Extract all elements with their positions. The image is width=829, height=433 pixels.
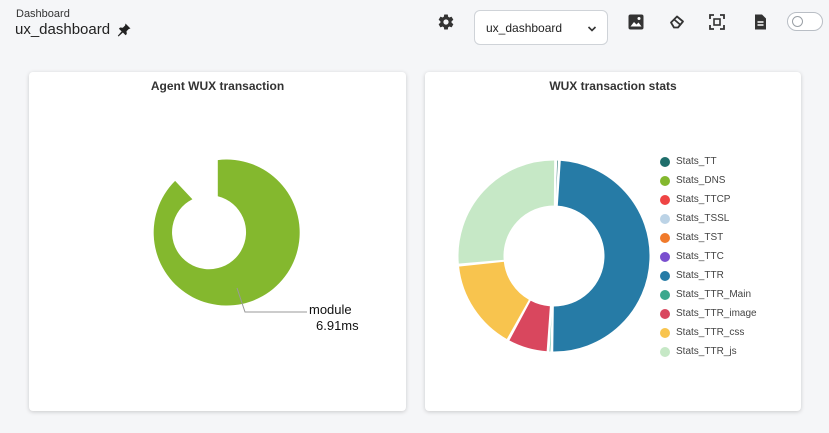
- legend-label: Stats_DNS: [676, 175, 726, 186]
- legend-label: Stats_TSSL: [676, 213, 730, 224]
- chevron-down-icon: [587, 23, 597, 33]
- legend-item-stats-tssl[interactable]: Stats_TSSL: [660, 209, 757, 228]
- donut-slice-stats-ttr-main[interactable]: [548, 305, 553, 353]
- legend-item-stats-ttcp[interactable]: Stats_TTCP: [660, 190, 757, 209]
- legend-swatch: [660, 327, 670, 338]
- legend-label: Stats_TTR_js: [676, 346, 737, 357]
- chart-legend: Stats_TT Stats_DNS Stats_TTCP Stats_TSSL Sta…: [660, 152, 757, 361]
- slice-label-name: module: [309, 302, 352, 317]
- panel-title: WUX transaction stats: [549, 79, 677, 93]
- agent-wux-donut-chart: module 6.91ms: [153, 159, 359, 333]
- panel-title: Agent WUX transaction: [150, 79, 285, 93]
- pin-icon[interactable]: [116, 22, 132, 38]
- page-title: ux_dashboard: [15, 21, 111, 38]
- label-leader-line: [236, 287, 307, 313]
- toggle-switch[interactable]: [787, 12, 823, 31]
- slice-label-value: 6.91ms: [316, 318, 359, 333]
- panel-wux-transaction-stats: WUX transaction stats Stats_TT Stats_DNS S…: [425, 72, 801, 411]
- donut-slice-module[interactable]: [153, 159, 300, 306]
- legend-item-stats-ttr-css[interactable]: Stats_TTR_css: [660, 323, 757, 342]
- wux-stats-donut-chart: [457, 159, 651, 353]
- eraser-icon[interactable]: [667, 12, 687, 32]
- legend-swatch: [660, 194, 670, 205]
- legend-swatch: [660, 251, 670, 262]
- toggle-knob: [792, 16, 803, 27]
- dashboard-header: Dashboard ux_dashboard ux_dashboard: [0, 0, 829, 52]
- image-icon[interactable]: [626, 12, 646, 32]
- legend-swatch: [660, 289, 670, 300]
- legend-item-stats-tt[interactable]: Stats_TT: [660, 152, 757, 171]
- donut-slice-stats-ttr[interactable]: [552, 159, 651, 353]
- legend-swatch: [660, 346, 670, 357]
- legend-item-stats-ttr-js[interactable]: Stats_TTR_js: [660, 342, 757, 361]
- legend-item-stats-ttc[interactable]: Stats_TTC: [660, 247, 757, 266]
- fullscreen-icon[interactable]: [707, 12, 727, 32]
- legend-label: Stats_TTR_css: [676, 327, 745, 338]
- donut-slice-stats-ttr-image[interactable]: [508, 299, 551, 353]
- donut-slice-stats-ttr-css[interactable]: [457, 260, 531, 341]
- legend-swatch: [660, 232, 670, 243]
- legend-label: Stats_TT: [676, 156, 717, 167]
- legend-swatch: [660, 175, 670, 186]
- legend-label: Stats_TTR_image: [676, 308, 757, 319]
- breadcrumb[interactable]: Dashboard: [16, 8, 70, 20]
- dashboard-select-value: ux_dashboard: [486, 20, 563, 35]
- donut-slice-stats-ttr-js[interactable]: [457, 159, 556, 265]
- legend-item-stats-tst[interactable]: Stats_TST: [660, 228, 757, 247]
- legend-swatch: [660, 308, 670, 319]
- title-row: ux_dashboard: [15, 21, 132, 38]
- legend-label: Stats_TTC: [676, 251, 724, 262]
- donut-slice-stats-tt[interactable]: [554, 159, 559, 207]
- legend-item-stats-ttr-main[interactable]: Stats_TTR_Main: [660, 285, 757, 304]
- legend-label: Stats_TTR: [676, 270, 724, 281]
- legend-item-stats-dns[interactable]: Stats_DNS: [660, 171, 757, 190]
- legend-swatch: [660, 213, 670, 224]
- legend-label: Stats_TTR_Main: [676, 289, 752, 300]
- dashboard-select[interactable]: ux_dashboard: [474, 10, 608, 45]
- settings-icon[interactable]: [436, 12, 456, 32]
- legend-label: Stats_TTCP: [676, 194, 731, 205]
- legend-swatch: [660, 156, 670, 167]
- legend-item-stats-ttr-image[interactable]: Stats_TTR_image: [660, 304, 757, 323]
- legend-swatch: [660, 270, 670, 281]
- legend-item-stats-ttr[interactable]: Stats_TTR: [660, 266, 757, 285]
- legend-label: Stats_TST: [676, 232, 724, 243]
- panel-agent-wux-transaction: Agent WUX transaction module 6.91ms: [29, 72, 406, 411]
- document-icon[interactable]: [750, 12, 770, 32]
